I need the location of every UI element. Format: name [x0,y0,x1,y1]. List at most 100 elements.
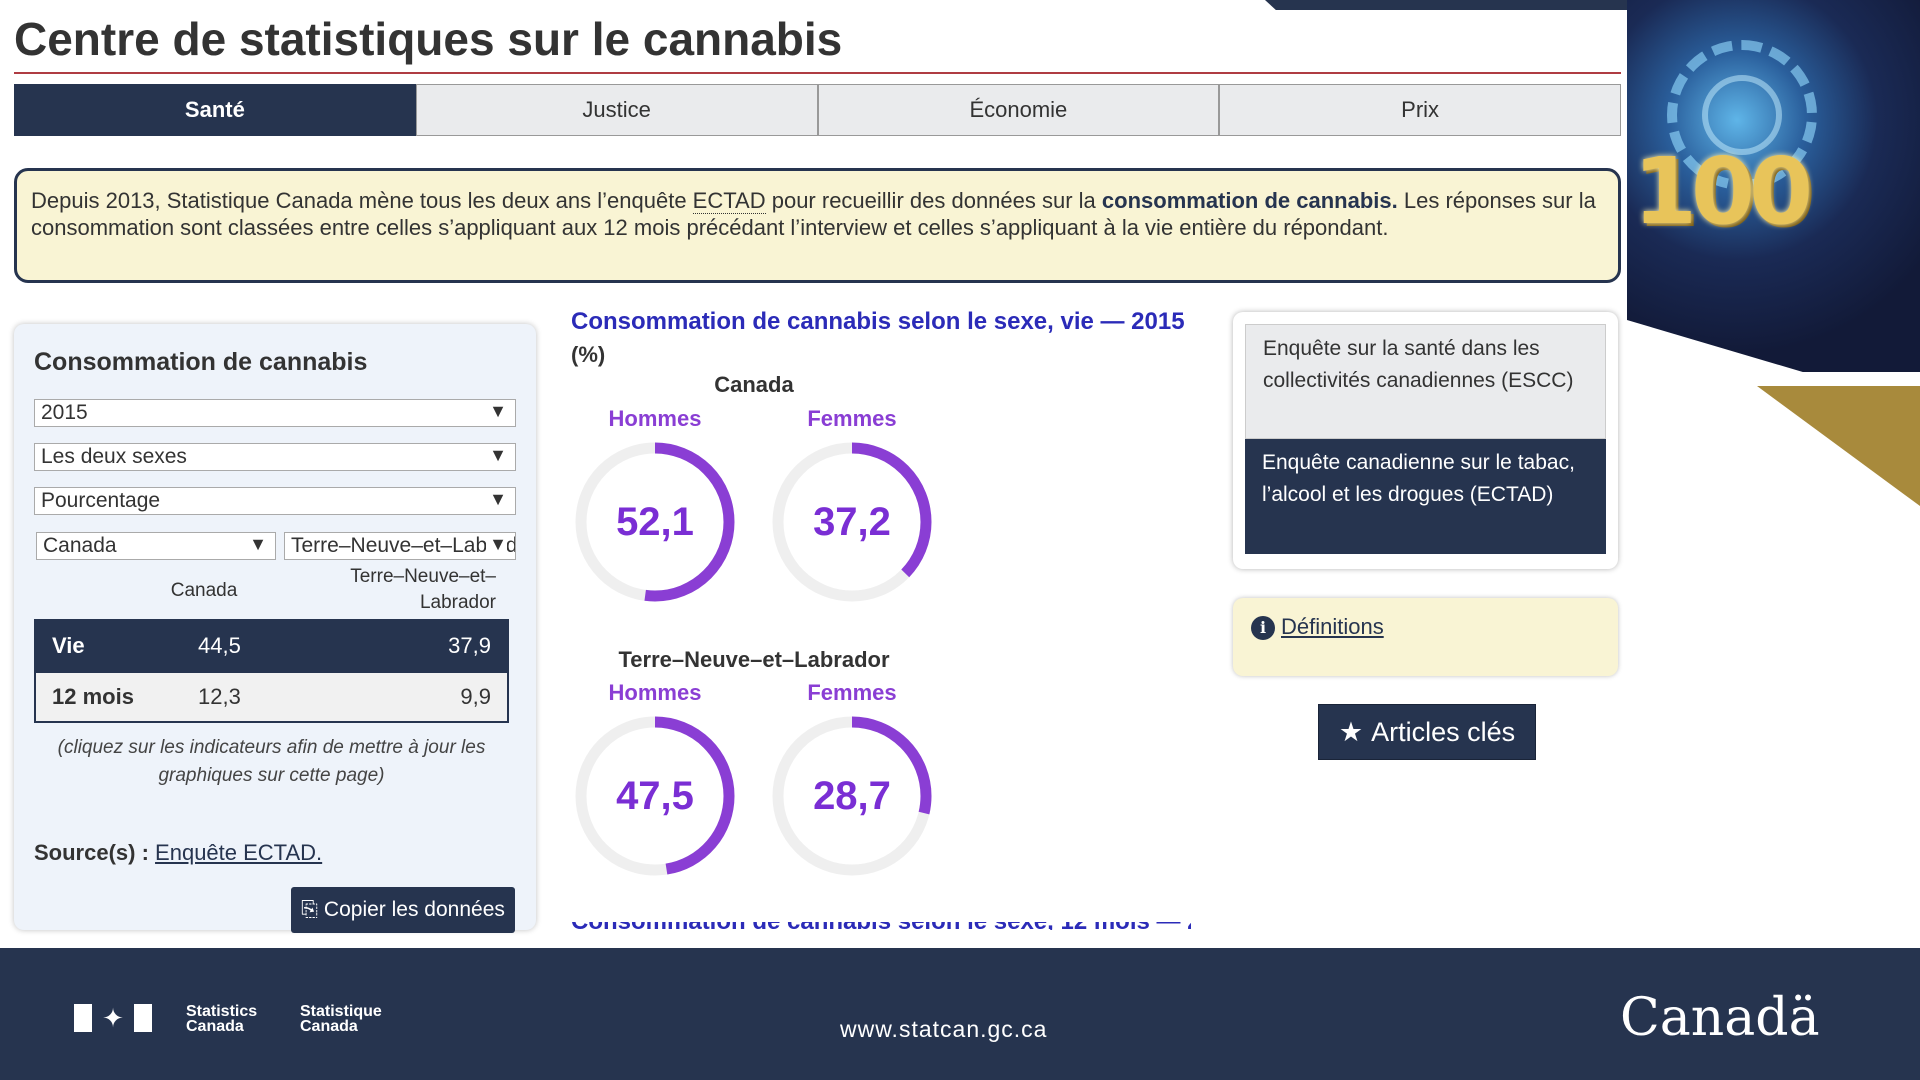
measure-select-value: Pourcentage [41,489,161,512]
copy-data-label: Copier les données [323,898,505,921]
year-select-value: 2015 [41,401,88,424]
gear-inner-graphic [1702,75,1782,155]
donut-value-label: 52,1 [616,499,694,544]
donut-value-arc [772,442,932,602]
donut-value-arc [575,442,735,602]
canada-flag-icon: ✦ [74,1004,152,1032]
measure-select[interactable]: Pourcentage ▼ [34,487,516,515]
dropdown-arrow-icon: ▼ [489,489,507,509]
dropdown-arrow-icon: ▼ [486,534,507,555]
org-name-fr-line2: Canada [300,1018,358,1035]
title-divider [14,72,1621,74]
chart-sex-label: Femmes [807,680,897,705]
donut-chart: 47,5 [570,711,740,881]
org-name-fr: Statistique Canada [300,1003,382,1035]
table-row-12-mois[interactable]: 12 mois 12,3 9,9 [36,671,507,721]
intro-text-2: pour recueillir des données sur la [765,188,1102,213]
intro-text-3: Les réponses sur la consommation sont cl… [31,188,1596,240]
survey-selector: Enquête sur la santé dans les collectivi… [1233,312,1618,569]
chart-unit: (%) [571,342,606,367]
copy-data-button[interactable]: ⎘ Copier les données [291,887,515,933]
org-name-en-line2: Canada [186,1018,244,1035]
indicator-table: Vie 44,5 37,9 12 mois 12,3 9,9 [34,619,509,723]
chart-sex-label: Hommes [608,406,702,431]
chart-region-label: Canada [714,372,794,397]
topic-tabs: Santé Justice Économie Prix [14,84,1621,136]
indicator-panel: Consommation de cannabis 2015 ▼ Les deux … [14,324,536,933]
star-icon: ★ [1338,716,1364,747]
dropdown-arrow-icon: ▼ [489,445,507,465]
tab-sante[interactable]: Santé [14,84,416,136]
dropdown-arrow-icon: ▼ [489,401,507,421]
table-row-vie[interactable]: Vie 44,5 37,9 [36,621,507,671]
flag-right-bar [134,1004,152,1032]
footer-url: www.statcan.gc.ca [840,1016,1048,1042]
definitions-box: i Définitions [1233,598,1618,676]
definitions-link[interactable]: Définitions [1281,614,1384,639]
key-articles-label: Articles clés [1371,716,1516,747]
donut-value-label: 47,5 [616,773,694,818]
row-label: 12 mois [52,684,134,709]
region2-select-value: Terre–Neuve–et–Labrador [291,534,516,557]
key-articles-button[interactable]: ★ Articles clés [1318,704,1536,760]
chart-sex-label: Hommes [608,680,702,705]
source-label: Source(s) : [34,840,149,865]
source-link[interactable]: Enquête ECTAD. [155,840,323,865]
chart-title: Consommation de cannabis selon le sexe, … [571,308,1185,335]
ectad-abbreviation: ECTAD [692,188,766,214]
intro-info-box: Depuis 2013, Statistique Canada mène tou… [14,168,1621,283]
row-value-canada: 44,5 [198,633,241,658]
year-select[interactable]: 2015 ▼ [34,399,516,427]
row-value-canada: 12,3 [198,684,241,709]
sex-select[interactable]: Les deux sexes ▼ [34,443,516,471]
survey-ectad[interactable]: Enquête canadienne sur le tabac, l’alcoo… [1245,439,1606,554]
tab-prix[interactable]: Prix [1219,84,1621,136]
donut-svg [772,716,932,876]
anniversary-100-logo: 100 [1633,138,1813,245]
page-title: Centre de statistiques sur le cannabis [14,13,843,65]
region1-select[interactable]: Canada ▼ [36,532,276,560]
gold-triangle-graphic [1757,386,1920,506]
region2-select[interactable]: Terre–Neuve–et–Labrador ▼ [284,532,516,560]
indicator-panel-title: Consommation de cannabis [34,348,368,376]
donut-svg [575,442,735,602]
donut-chart: 37,2 [767,437,937,607]
donut-value-label: 28,7 [813,773,891,818]
org-name-en: Statistics Canada [186,1003,258,1035]
donut-svg [772,442,932,602]
donut-value-arc [772,716,932,876]
tab-economie[interactable]: Économie [817,84,1220,136]
table-hint-text: (cliquez sur les indicateurs afin de met… [57,737,486,786]
tab-justice[interactable]: Justice [415,84,818,136]
donut-chart: 52,1 [570,437,740,607]
maple-leaf-icon: ✦ [102,1003,124,1033]
info-icon: i [1251,616,1275,641]
gear-graphic [1667,40,1817,190]
footer: ✦ Statistics Canada Statistique Canada w… [0,948,1920,1080]
row-value-region: 9,9 [460,684,491,709]
sex-select-value: Les deux sexes [41,445,187,468]
org-name-fr-line1: Statistique [300,1003,382,1020]
row-value-region: 37,9 [448,633,491,658]
intro-strong-text: consommation de cannabis. [1101,188,1398,213]
copy-icon: ⎘ [301,898,318,921]
next-chart-title-cut: Consommation de cannabis selon le sexe, … [571,922,1191,930]
row-label: Vie [52,633,85,658]
canada-wordmark: Canadä [1620,988,1820,1048]
anniversary-banner-image: 100 [1627,0,1920,540]
source-line: Source(s) : Enquête ECTAD. [34,840,322,866]
flag-left-bar [74,1004,92,1032]
donut-chart: 28,7 [767,711,937,881]
chart-region-label: Terre–Neuve–et–Labrador [618,647,890,672]
column-header-canada: Canada [170,580,238,601]
org-name-en-line1: Statistics [186,1003,258,1020]
next-chart-title: Consommation de cannabis selon le sexe, … [571,922,1191,930]
column-header-region: Terre–Neuve–et–Labrador [350,566,496,613]
donut-value-arc [575,716,735,876]
survey-escc[interactable]: Enquête sur la santé dans les collectivi… [1245,324,1606,439]
dropdown-arrow-icon: ▼ [249,534,267,554]
donut-svg [575,716,735,876]
chart-sex-label: Femmes [807,406,897,431]
intro-text-1: Depuis 2013, Statistique Canada mène tou… [31,188,693,213]
